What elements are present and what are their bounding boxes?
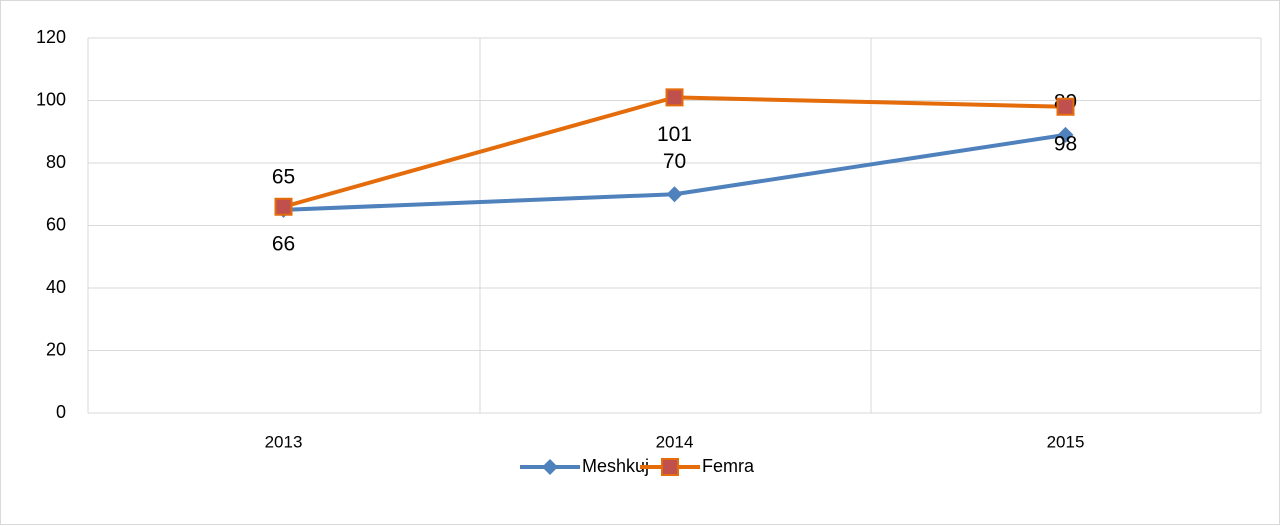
legend-marker [542, 459, 558, 475]
data-label: 98 [1054, 132, 1077, 155]
y-tick-label: 40 [46, 277, 66, 297]
y-tick-label: 20 [46, 339, 66, 359]
legend-label: Femra [702, 456, 755, 476]
data-label: 70 [663, 150, 686, 173]
marker [665, 88, 684, 107]
x-tick-label: 2014 [656, 432, 694, 451]
marker [1056, 97, 1075, 116]
y-tick-label: 0 [56, 402, 66, 422]
marker [274, 197, 293, 216]
legend-marker [661, 458, 679, 476]
data-label: 66 [272, 232, 295, 255]
y-tick-label: 100 [36, 89, 66, 109]
y-tick-label: 120 [36, 27, 66, 47]
marker [666, 186, 683, 203]
data-label: 65 [272, 165, 295, 188]
x-tick-label: 2015 [1047, 432, 1085, 451]
y-tick-label: 60 [46, 214, 66, 234]
data-label: 101 [657, 123, 692, 146]
legend-label: Meshkuj [582, 456, 649, 476]
y-tick-label: 80 [46, 152, 66, 172]
marker [1057, 126, 1074, 143]
x-tick-label: 2013 [265, 432, 303, 451]
